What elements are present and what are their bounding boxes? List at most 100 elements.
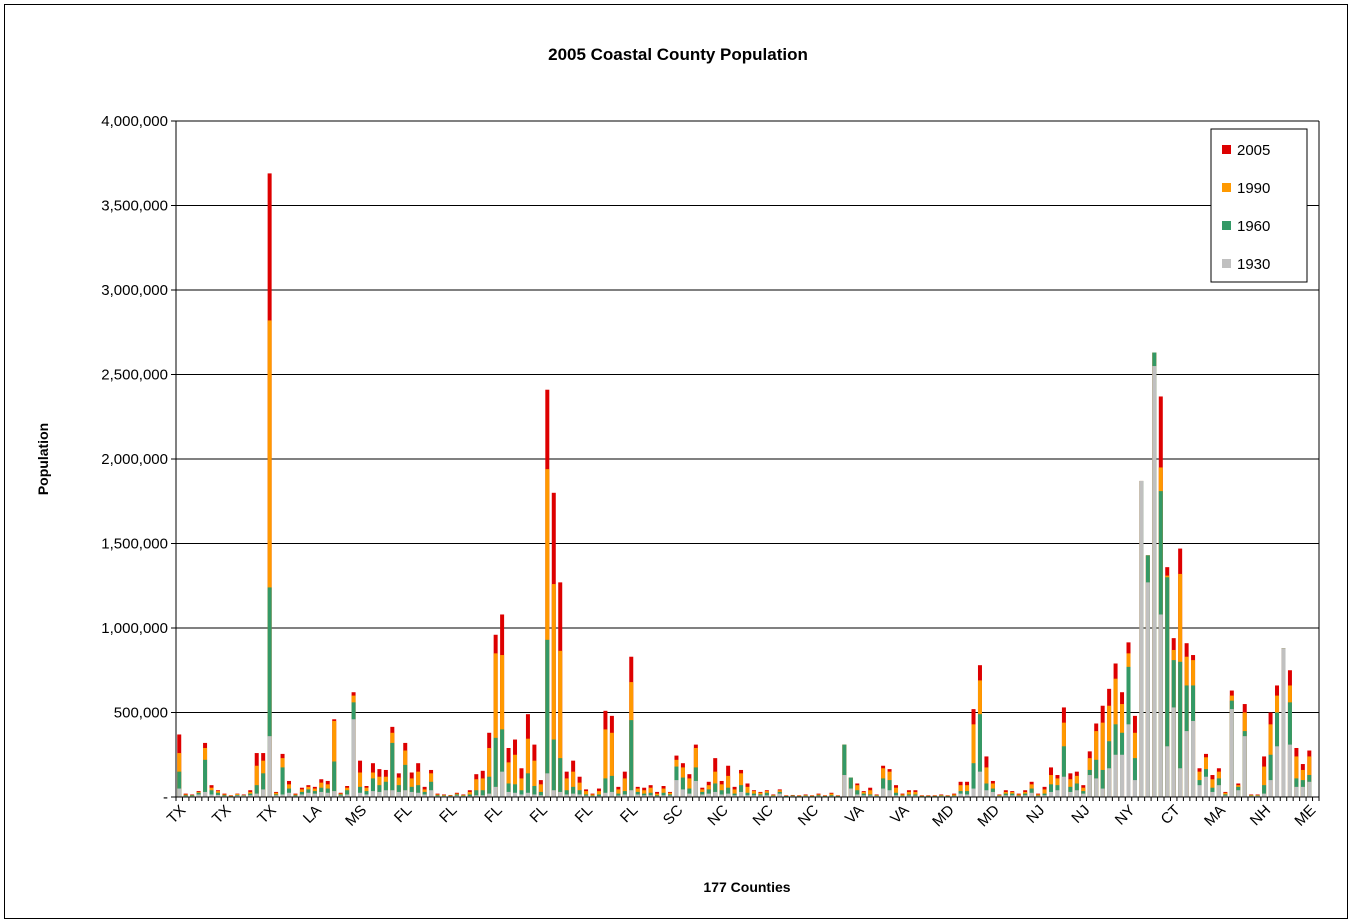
bar-1960 [267,587,272,797]
x-tick-label: VA [887,802,912,827]
bar-1930 [1275,746,1280,797]
bar-1960 [596,794,601,797]
y-tick-label: 2,000,000 [101,451,168,468]
bar-1960 [745,792,750,797]
bar-1960 [551,739,556,797]
bar-1960 [525,773,530,797]
bar-1990 [958,785,963,797]
bar-1930 [913,795,918,797]
bar-1960 [209,790,214,797]
bar-1930 [525,792,530,797]
legend-swatch-1930 [1222,259,1231,268]
bar-1930 [235,795,240,797]
bar-1930 [1003,795,1008,797]
bar-1930 [861,795,866,797]
bar-1930 [403,790,408,797]
legend-label-1990: 1990 [1237,180,1270,197]
bar-1990 [622,778,627,797]
y-axis-ticks: - 500,000 1,000,000 1,500,000 2,000,000 2,500… [101,113,176,806]
bar-1930 [1100,788,1105,797]
bar-1960 [726,787,731,797]
bar-1930 [1262,793,1267,797]
bar-1990 [726,775,731,798]
bar-1960 [1268,754,1273,797]
bar-1960 [493,737,498,797]
bar-1990 [1262,766,1267,797]
bar-1960 [467,794,472,797]
y-axis-label: Population [35,423,51,495]
x-tick-label: TX [254,802,280,828]
bar-1930 [1049,791,1054,797]
bar-1930 [325,792,330,797]
bar-1960 [474,790,479,797]
bar-1990 [532,760,537,797]
x-tick-label: MD [929,802,958,831]
bar-1990 [971,724,976,797]
gridlines [176,120,1319,713]
bar-1930 [726,793,731,797]
bar-1930 [338,795,343,797]
bar-1930 [287,792,292,797]
bar-1930 [422,794,427,797]
bar-1930 [370,791,375,797]
bar-1930 [1184,731,1189,797]
bar-1930 [215,794,220,797]
bar-1930 [319,791,324,797]
bar-1930 [1242,736,1247,797]
bar-1930 [635,794,640,797]
bar-1930 [958,793,963,797]
x-tick-label: FL [391,802,415,826]
x-axis-label: 177 Counties [703,879,790,895]
bar-1990 [745,786,750,797]
bar-1960 [700,791,705,797]
bar-1960 [648,792,653,797]
bar-1930 [629,790,634,797]
bar-1990 [584,791,589,797]
bar-1930 [758,795,763,797]
bar-1960 [396,785,401,797]
bar-1930 [1126,724,1131,797]
bar-1930 [687,793,692,797]
bar-1960 [1061,746,1066,797]
bar-1930 [648,795,653,797]
bar-1990 [648,787,653,797]
bar-1960 [571,786,576,797]
bar-1930 [1178,768,1183,797]
x-tick-label: ME [1291,802,1319,830]
bar-1930 [1029,792,1034,797]
bar-1990 [506,762,511,797]
bar-1990 [558,650,563,797]
bar-1930 [345,794,350,797]
bar-1990 [596,791,601,797]
bar-1930 [1107,768,1112,797]
bar-1960 [177,771,182,797]
bar-1930 [1300,786,1305,797]
bar-1960 [609,775,614,798]
bar-1930 [848,788,853,797]
bar-1930 [1061,776,1066,797]
bars [177,173,1312,798]
bar-1990 [732,789,737,797]
bar-1930 [1081,793,1086,797]
bar-1960 [261,773,266,797]
bar-1960 [299,791,304,797]
bar-1930 [1281,648,1286,797]
bar-1930 [661,795,666,797]
bar-1930 [984,790,989,797]
bar-1960 [519,790,524,797]
bar-1990 [525,738,530,797]
y-tick-label: 3,500,000 [101,198,168,215]
bar-1960 [977,714,982,797]
bar-1960 [842,744,847,797]
bar-1930 [241,795,246,797]
bar-1930 [396,791,401,797]
bar-1990 [487,747,492,797]
bar-1990 [267,320,272,797]
bar-1960 [370,778,375,797]
bar-1930 [196,794,201,797]
bar-1990 [965,785,970,797]
x-tick-label: FL [436,802,460,826]
bar-1930 [990,791,995,797]
bar-1960 [629,720,634,797]
bar-1960 [345,790,350,797]
